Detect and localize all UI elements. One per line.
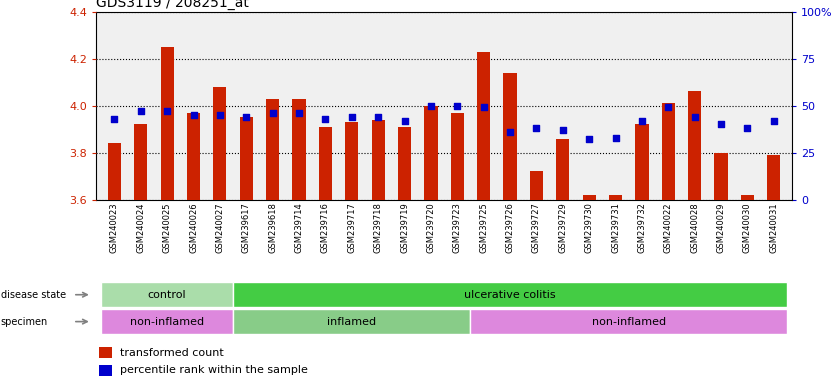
Bar [477,51,490,200]
Bar [661,103,675,200]
Text: control: control [148,290,187,300]
Bar [134,124,148,200]
Bar [266,99,279,200]
Bar [636,124,649,200]
Bar [530,171,543,200]
Bar [345,122,359,200]
Bar [187,113,200,200]
Text: transformed count: transformed count [120,348,224,358]
Bar [160,47,173,200]
Text: non-inflamed: non-inflamed [591,316,666,327]
Point [530,125,543,131]
Bar [108,143,121,200]
Point [187,112,200,118]
Bar [101,309,233,334]
Point [450,103,464,109]
Bar [609,195,622,200]
Bar [398,127,411,200]
Point [504,129,517,135]
Text: disease state: disease state [1,290,66,300]
Bar [372,120,384,200]
Point [214,112,227,118]
Text: ulcerative colitis: ulcerative colitis [465,290,556,300]
Point [715,121,728,127]
Bar [293,99,305,200]
Bar [556,139,570,200]
Point [266,110,279,116]
Point [319,116,332,122]
Bar [583,195,595,200]
Point [371,114,384,120]
Bar [99,347,112,358]
Point [636,118,649,124]
Point [108,116,121,122]
Bar [233,282,787,307]
Bar [767,155,781,200]
Text: percentile rank within the sample: percentile rank within the sample [120,365,308,375]
Point [398,118,411,124]
Bar [214,87,227,200]
Point [609,134,622,141]
Text: non-inflamed: non-inflamed [130,316,204,327]
Bar [425,106,438,200]
Point [239,114,253,120]
Point [556,127,570,133]
Text: inflamed: inflamed [327,316,376,327]
Bar [741,195,754,200]
Bar [470,309,787,334]
Point [160,108,173,114]
Text: specimen: specimen [1,316,48,327]
Text: GDS3119 / 208251_at: GDS3119 / 208251_at [96,0,249,10]
Point [741,125,754,131]
Point [345,114,359,120]
Bar [715,153,728,200]
Point [767,118,781,124]
Bar [450,113,464,200]
Point [661,104,675,111]
Bar [233,309,470,334]
Bar [101,282,233,307]
Point [477,104,490,111]
Point [134,108,148,114]
Bar [504,73,516,200]
Point [425,103,438,109]
Point [688,114,701,120]
Point [582,136,595,142]
Point [293,110,306,116]
Bar [239,118,253,200]
Bar [99,365,112,376]
Bar [688,91,701,200]
Bar [319,127,332,200]
